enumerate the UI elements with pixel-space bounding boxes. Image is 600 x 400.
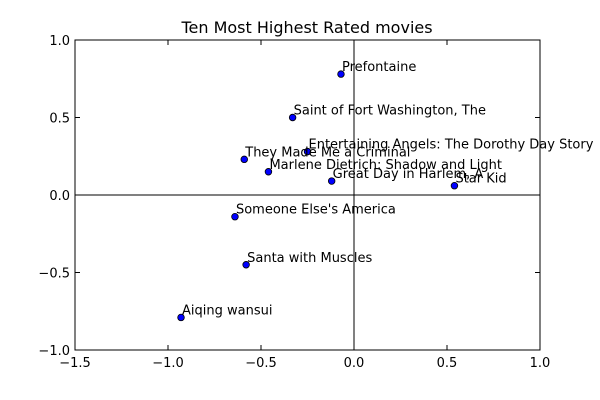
chart-title: Ten Most Highest Rated movies: [180, 18, 432, 37]
reference-lines: [75, 40, 540, 350]
data-point: [242, 261, 250, 269]
point-label: Star Kid: [455, 172, 506, 187]
x-tick-label: 0.0: [344, 356, 365, 371]
x-tick-label: −1.5: [59, 356, 91, 371]
data-point: [231, 212, 239, 221]
point-label: Aiqing wansui: [182, 303, 272, 318]
y-tick-label: 0.0: [49, 189, 70, 204]
data-point: [327, 177, 336, 185]
x-axis-ticks: −1.5 −1.0 −0.5 0.0 0.5 1.0: [59, 40, 550, 371]
data-point: [288, 113, 297, 122]
point-label: Marlene Dietrich: Shadow and Light: [269, 158, 502, 173]
y-axis-ticks: −1.0 −0.5 0.0 0.5 1.0: [38, 34, 540, 359]
x-tick-label: −0.5: [245, 356, 277, 371]
data-point: [264, 168, 273, 176]
data-point: [303, 147, 312, 156]
data-point: [240, 155, 248, 164]
y-tick-label: 1.0: [49, 34, 70, 49]
point-label: Santa with Muscles: [247, 251, 372, 266]
x-tick-label: 0.5: [437, 356, 458, 371]
point-label: Great Day in Harlem, A: [333, 167, 484, 182]
point-labels: Prefontaine Saint of Fort Washington, The…: [182, 60, 594, 318]
data-point: [337, 70, 345, 78]
y-tick-label: 0.5: [49, 112, 70, 127]
y-tick-label: −0.5: [38, 267, 70, 282]
y-tick-label: −1.0: [38, 344, 70, 359]
data-point: [450, 181, 459, 190]
x-tick-label: 1.0: [530, 356, 551, 371]
x-tick-label: −1.0: [152, 356, 184, 371]
point-label: Saint of Fort Washington, The: [294, 104, 486, 119]
point-label: Someone Else's America: [236, 203, 396, 218]
data-points: [177, 70, 459, 322]
point-label: They Made Me a Criminal: [244, 145, 410, 160]
point-label: Entertaining Angels: The Dorothy Day Sto…: [309, 138, 594, 153]
data-point: [177, 313, 185, 322]
point-label: Prefontaine: [342, 60, 416, 75]
